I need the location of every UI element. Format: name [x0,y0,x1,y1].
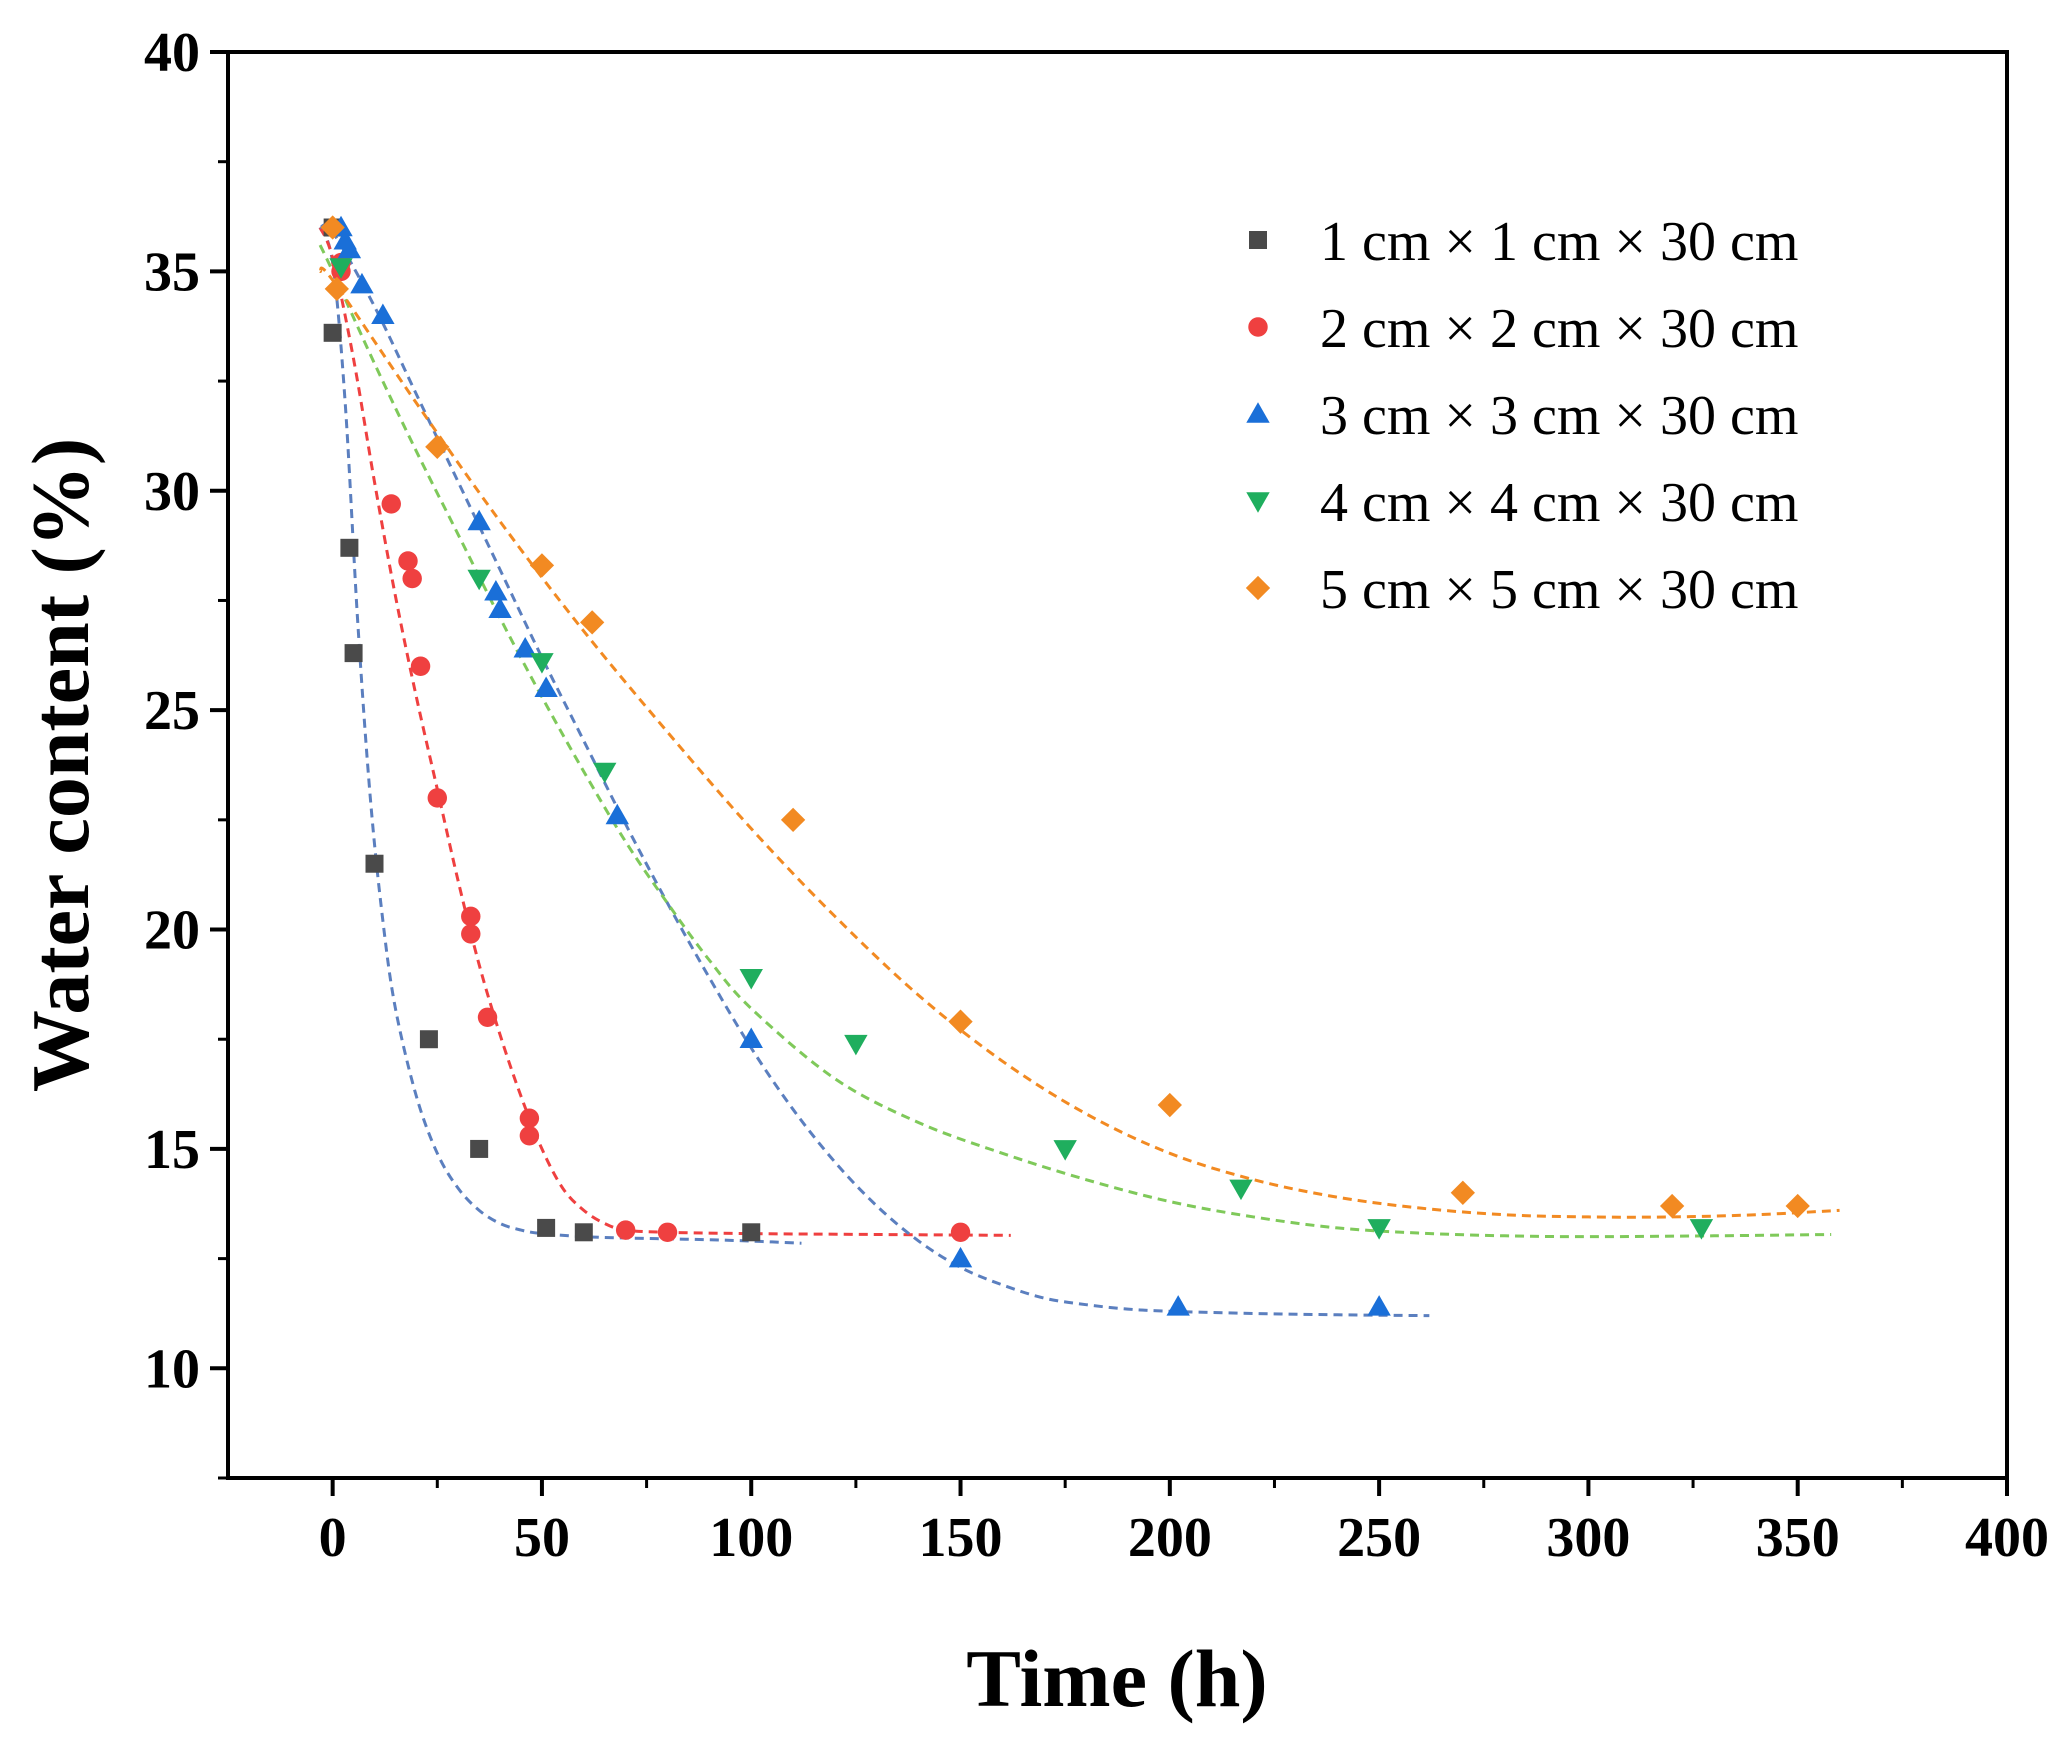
data-point-4-cm-4-cm-30-cm [593,762,617,784]
data-point-2-cm-2-cm-30-cm [427,788,448,808]
data-point-3-cm-3-cm-30-cm [605,803,629,825]
fit-curve-1-cm-1-cm-30-cm [318,226,802,1245]
data-point-4-cm-4-cm-30-cm [739,969,763,990]
data-point-5-cm-5-cm-30-cm [1785,1193,1810,1219]
legend-marker-5-cm-5-cm-30-cm [1245,575,1271,601]
data-point-3-cm-3-cm-30-cm [1367,1295,1391,1316]
y-tick-label: 35 [144,241,200,303]
legend-marker-1-cm-1-cm-30-cm [1249,231,1267,249]
y-tick-label: 40 [144,22,200,84]
data-points-layer [320,215,1810,1316]
fit-curve-5-cm-5-cm-30-cm [318,266,1840,1219]
fit-curve-4-cm-4-cm-30-cm [318,244,1832,1239]
x-tick-label: 250 [1337,1507,1421,1569]
legend-label: 2 cm × 2 cm × 30 cm [1320,298,1798,360]
data-point-3-cm-3-cm-30-cm [739,1027,763,1049]
data-point-2-cm-2-cm-30-cm [519,1108,540,1128]
data-point-4-cm-4-cm-30-cm [530,653,554,674]
data-point-1-cm-1-cm-30-cm [323,323,342,342]
y-tick-label: 25 [144,680,200,742]
data-point-3-cm-3-cm-30-cm [1166,1295,1190,1316]
data-point-2-cm-2-cm-30-cm [519,1126,540,1146]
x-tick-label: 400 [1965,1507,2049,1569]
data-point-3-cm-3-cm-30-cm [488,597,512,619]
data-point-1-cm-1-cm-30-cm [419,1030,438,1049]
x-tick-label: 350 [1756,1507,1840,1569]
data-point-3-cm-3-cm-30-cm [371,303,395,325]
legend-marker-4-cm-4-cm-30-cm [1246,492,1270,513]
x-tick-label: 150 [919,1507,1003,1569]
data-point-1-cm-1-cm-30-cm [344,644,363,663]
axis-ticks-layer [210,50,2009,1496]
data-point-5-cm-5-cm-30-cm [780,807,806,832]
fit-curve-3-cm-3-cm-30-cm [319,223,1430,1318]
data-point-3-cm-3-cm-30-cm [484,579,508,601]
y-tick-label: 20 [144,900,200,962]
data-point-4-cm-4-cm-30-cm [1367,1219,1391,1240]
data-point-5-cm-5-cm-30-cm [1157,1092,1182,1118]
x-tick-label: 100 [709,1507,793,1569]
legend: 1 cm × 1 cm × 30 cm 2 cm × 2 cm × 30 cm 3 … [1245,211,1798,621]
data-point-3-cm-3-cm-30-cm [350,272,374,294]
data-point-1-cm-1-cm-30-cm [742,1223,761,1242]
data-point-3-cm-3-cm-30-cm [948,1246,973,1268]
plot-frame [226,50,2009,1480]
tick-labels-layer: 0 50 100 150 200 250 300 350 400 10 15 20 25 30 35 40 [144,22,2049,1569]
data-point-2-cm-2-cm-30-cm [402,568,422,589]
data-point-2-cm-2-cm-30-cm [461,906,481,927]
x-tick-label: 50 [514,1507,570,1569]
data-point-2-cm-2-cm-30-cm [381,494,401,514]
data-point-5-cm-5-cm-30-cm [529,553,555,578]
y-axis-title: Water content (%) [15,438,106,1092]
data-point-2-cm-2-cm-30-cm [950,1222,971,1243]
data-point-3-cm-3-cm-30-cm [337,237,362,259]
x-tick-label: 300 [1546,1507,1630,1569]
data-point-2-cm-2-cm-30-cm [410,656,431,676]
legend-marker-2-cm-2-cm-30-cm [1248,317,1268,337]
legend-label: 4 cm × 4 cm × 30 cm [1320,472,1798,534]
data-point-5-cm-5-cm-30-cm [1659,1193,1685,1219]
data-point-5-cm-5-cm-30-cm [948,1009,973,1034]
fit-curves-layer [318,223,1840,1318]
x-tick-label: 0 [319,1507,347,1569]
data-point-5-cm-5-cm-30-cm [324,276,349,302]
data-point-4-cm-4-cm-30-cm [467,569,491,591]
data-point-3-cm-3-cm-30-cm [467,509,491,531]
data-point-2-cm-2-cm-30-cm [461,924,481,944]
data-point-4-cm-4-cm-30-cm [844,1034,868,1056]
fit-curve-2-cm-2-cm-30-cm [318,226,1011,1237]
data-point-3-cm-3-cm-30-cm [513,637,537,658]
data-point-4-cm-4-cm-30-cm [1229,1179,1253,1201]
data-point-1-cm-1-cm-30-cm [365,854,384,873]
y-tick-label: 10 [144,1338,200,1400]
data-point-1-cm-1-cm-30-cm [574,1223,593,1242]
data-point-1-cm-1-cm-30-cm [470,1139,489,1158]
data-point-5-cm-5-cm-30-cm [425,434,450,460]
data-point-1-cm-1-cm-30-cm [537,1218,556,1237]
legend-marker-3-cm-3-cm-30-cm [1246,402,1270,423]
data-point-2-cm-2-cm-30-cm [398,551,418,571]
legend-label: 1 cm × 1 cm × 30 cm [1320,211,1798,273]
data-point-5-cm-5-cm-30-cm [1450,1180,1475,1205]
data-point-1-cm-1-cm-30-cm [340,538,359,557]
data-point-5-cm-5-cm-30-cm [320,215,345,240]
x-axis-title: Time (h) [966,1633,1267,1724]
x-tick-label: 200 [1128,1507,1212,1569]
y-tick-label: 30 [144,461,200,523]
legend-label: 3 cm × 3 cm × 30 cm [1320,385,1798,447]
legend-label: 5 cm × 5 cm × 30 cm [1320,559,1798,621]
data-point-4-cm-4-cm-30-cm [329,258,353,279]
data-point-4-cm-4-cm-30-cm [1689,1219,1714,1240]
data-point-2-cm-2-cm-30-cm [477,1007,498,1028]
data-point-4-cm-4-cm-30-cm [1053,1140,1077,1161]
data-point-2-cm-2-cm-30-cm [657,1222,678,1243]
data-point-3-cm-3-cm-30-cm [534,676,558,697]
y-tick-label: 15 [144,1119,200,1181]
data-point-2-cm-2-cm-30-cm [615,1220,636,1240]
data-point-5-cm-5-cm-30-cm [580,610,605,635]
